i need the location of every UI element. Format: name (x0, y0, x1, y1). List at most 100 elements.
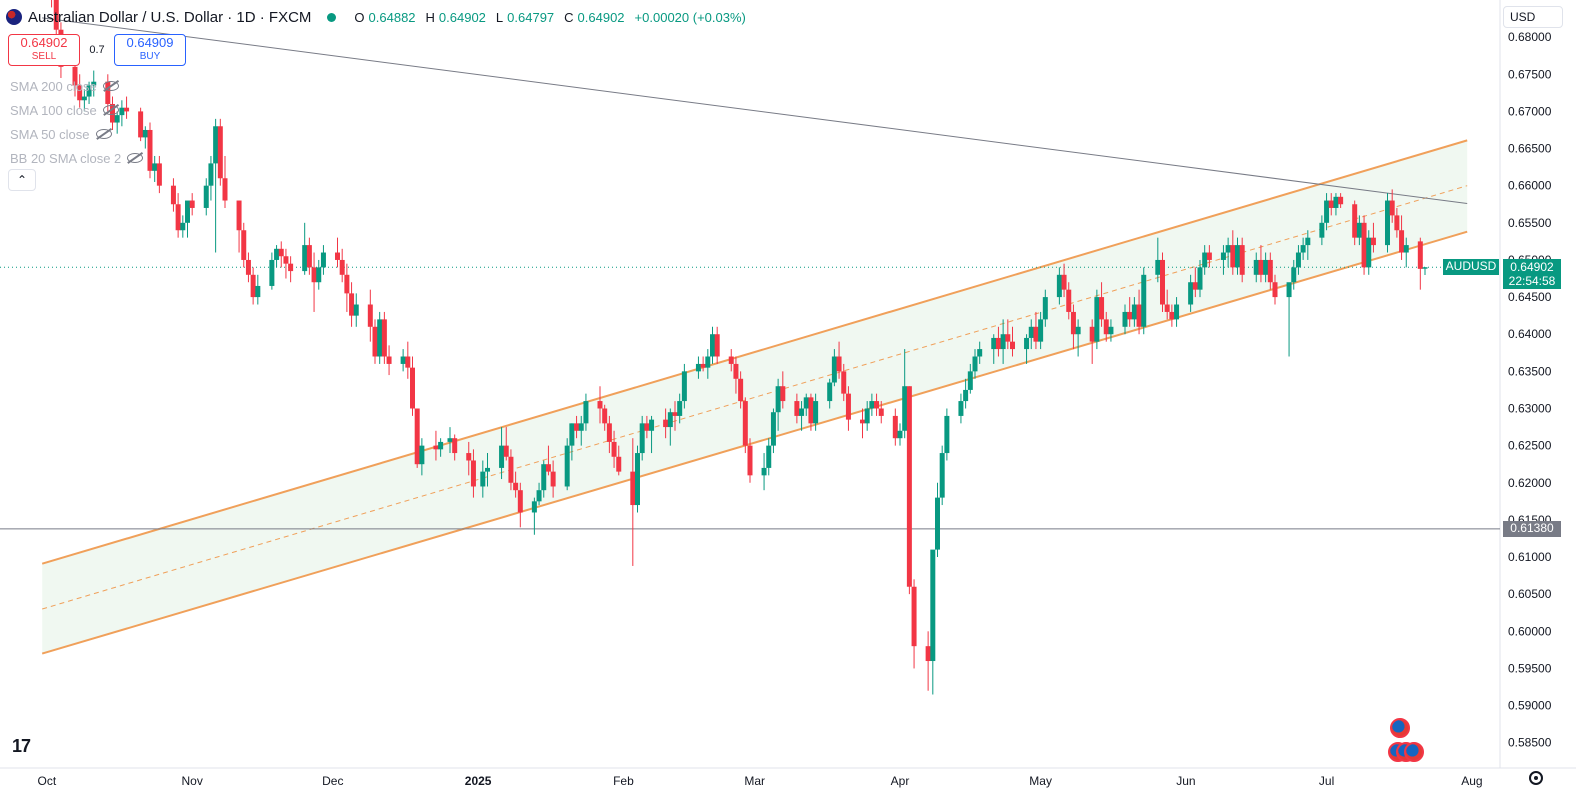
candle-body (616, 456, 622, 472)
candle-body (152, 163, 158, 171)
chevron-up-icon: ⌃ (16, 173, 28, 187)
indicator-sma50[interactable]: SMA 50 close (10, 122, 143, 146)
candle-body (499, 445, 505, 468)
candle-body (105, 81, 111, 104)
countdown-value: 22:54:58 (1508, 274, 1556, 289)
horizontal-level-value: 0.61380 (1510, 520, 1554, 535)
candle-body (906, 386, 912, 587)
candle-body (1056, 274, 1062, 298)
candle-body (1403, 245, 1409, 253)
indicator-bb20[interactable]: BB 20 SMA close 2 (10, 146, 144, 170)
aud-usd-flag-icon (6, 9, 22, 25)
buy-button[interactable]: 0.64909 BUY (114, 34, 186, 66)
eye-off-icon[interactable] (102, 105, 119, 115)
candle-body (925, 646, 931, 662)
candle-body (1300, 245, 1306, 253)
candle-body (1361, 222, 1367, 268)
candle-body (119, 107, 125, 116)
candle-body (1258, 259, 1264, 275)
low-value: 0.64797 (507, 9, 555, 25)
candle-body (574, 423, 580, 431)
channel-upper-line (41, 139, 1468, 565)
low-label: L (495, 9, 504, 25)
candle-body (761, 467, 767, 476)
candle-body (1239, 245, 1245, 275)
gear-icon[interactable] (1529, 771, 1543, 785)
price-tick-label: 0.59000 (1508, 699, 1552, 713)
candle-body (541, 464, 547, 491)
candle-body (400, 356, 406, 364)
tradingview-logo[interactable]: 17 (12, 736, 31, 756)
candle-body (1267, 259, 1273, 283)
buy-price: 0.64909 (126, 35, 174, 50)
candle-body (677, 401, 683, 416)
candle-body (452, 438, 458, 454)
candle-body (545, 464, 551, 472)
price-tick-label: 0.62000 (1508, 476, 1552, 490)
price-tick-label: 0.64500 (1508, 290, 1552, 304)
candle-body (1385, 200, 1390, 246)
candle-body (1253, 259, 1259, 275)
event-flag-icon[interactable] (1404, 742, 1424, 762)
candle-body (939, 453, 945, 498)
candle-body (1164, 304, 1170, 312)
candle-body (1005, 334, 1011, 342)
price-tick-label: 0.59500 (1508, 661, 1552, 675)
time-tick-label: Mar (744, 774, 765, 788)
price-tick-label: 0.60000 (1508, 624, 1552, 638)
candle-body (531, 501, 537, 513)
event-flag-icon[interactable] (1390, 718, 1410, 738)
candle-body (81, 96, 87, 101)
candle-body (681, 371, 687, 402)
candle-body (1366, 237, 1372, 268)
collapse-legend-button[interactable]: ⌃ (8, 169, 36, 191)
candle-body (269, 259, 275, 286)
candle-body (1399, 230, 1405, 253)
candle-body (414, 408, 420, 465)
candle-body (189, 200, 195, 208)
candle-body (930, 549, 936, 662)
currency-selector[interactable]: USD (1503, 6, 1563, 28)
candle-body (1286, 282, 1292, 298)
sell-button[interactable]: 0.64902 SELL (8, 34, 80, 66)
candle-body (869, 401, 875, 409)
candle-body (958, 401, 964, 416)
candle-body (217, 126, 223, 179)
indicator-sma100[interactable]: SMA 100 close (10, 98, 143, 122)
candle-body (72, 66, 78, 86)
chart-header: Australian Dollar / U.S. Dollar · 1D · F… (6, 6, 752, 28)
sell-price: 0.64902 (20, 35, 68, 50)
candle-body (649, 419, 655, 431)
indicator-legend: SMA 200 close SMA 100 close SMA 50 close… (10, 74, 144, 170)
price-tick-label: 0.68000 (1508, 30, 1552, 44)
candle-body (1394, 215, 1400, 231)
candle-body (1220, 252, 1226, 260)
candle-body (339, 259, 345, 275)
indicator-sma200[interactable]: SMA 200 close (10, 74, 143, 98)
candle-body (639, 423, 645, 454)
candle-body (147, 129, 153, 171)
eye-off-icon[interactable] (95, 129, 112, 139)
candle-body (438, 441, 444, 450)
candle-body (335, 252, 340, 260)
candle-body (77, 85, 83, 101)
eye-off-icon[interactable] (102, 81, 119, 91)
candle-body (1000, 334, 1006, 350)
candle-body (1235, 245, 1240, 268)
candle-body (138, 111, 144, 138)
symbol-tag: AUDUSD (1443, 259, 1499, 276)
currency-label: USD (1510, 10, 1536, 24)
candle-body (635, 453, 640, 506)
candle-body (274, 248, 280, 260)
candle-body (185, 200, 190, 223)
symbol-title[interactable]: Australian Dollar / U.S. Dollar · 1D · F… (28, 8, 312, 26)
candle-body (700, 363, 706, 368)
candle-body (977, 349, 983, 357)
eye-off-icon[interactable] (127, 153, 144, 163)
indicator-label: SMA 100 close (10, 102, 97, 118)
price-tick-label: 0.66000 (1508, 179, 1552, 193)
candle-body (1206, 252, 1212, 260)
candle-body (1263, 259, 1269, 275)
candle-body (222, 178, 228, 201)
